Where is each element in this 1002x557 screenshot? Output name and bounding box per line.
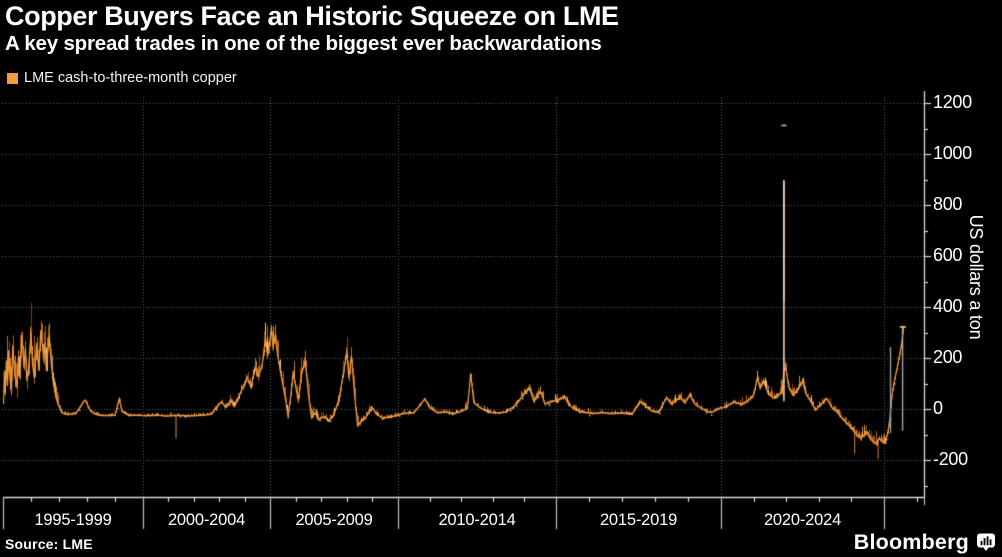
y-tick-label: 200 xyxy=(933,347,963,368)
y-tick-label: 800 xyxy=(933,194,963,215)
y-axis-title: US dollars a ton xyxy=(966,214,986,340)
bloomberg-logo-icon xyxy=(977,533,995,551)
brand-wordmark: Bloomberg xyxy=(853,530,969,554)
x-period-label: 2015-2019 xyxy=(599,511,678,529)
y-tick-label: 0 xyxy=(933,398,943,419)
brand-footer: Bloomberg xyxy=(854,530,996,555)
x-period-label: 2010-2014 xyxy=(438,511,516,529)
x-period-label: 2005-2009 xyxy=(295,511,373,529)
x-period-label: 1995-1999 xyxy=(34,511,112,529)
y-tick-label: 600 xyxy=(933,245,963,266)
y-tick-label: 400 xyxy=(933,296,963,317)
source-note: Source: LME xyxy=(5,536,93,552)
x-period-label: 2000-2004 xyxy=(167,511,246,529)
y-tick-label: 1000 xyxy=(933,143,972,164)
y-tick-label: -200 xyxy=(933,449,968,470)
x-period-label: 2020-2024 xyxy=(763,511,842,529)
y-tick-label: 1200 xyxy=(933,92,972,113)
